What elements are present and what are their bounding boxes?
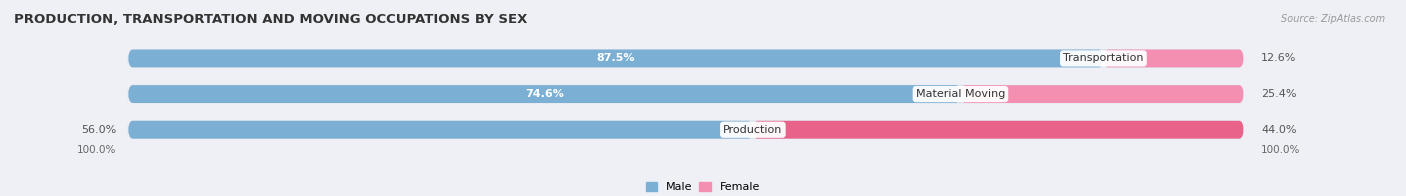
Text: PRODUCTION, TRANSPORTATION AND MOVING OCCUPATIONS BY SEX: PRODUCTION, TRANSPORTATION AND MOVING OC… xyxy=(14,13,527,26)
Text: 25.4%: 25.4% xyxy=(1261,89,1296,99)
Text: 12.6%: 12.6% xyxy=(1261,54,1296,64)
FancyBboxPatch shape xyxy=(752,121,1244,139)
Text: 74.6%: 74.6% xyxy=(524,89,564,99)
FancyBboxPatch shape xyxy=(1104,50,1244,67)
Text: Material Moving: Material Moving xyxy=(915,89,1005,99)
FancyBboxPatch shape xyxy=(128,50,1104,67)
Text: Source: ZipAtlas.com: Source: ZipAtlas.com xyxy=(1281,14,1385,24)
Text: 44.0%: 44.0% xyxy=(1261,125,1296,135)
FancyBboxPatch shape xyxy=(128,49,1244,68)
FancyBboxPatch shape xyxy=(128,121,1244,139)
FancyBboxPatch shape xyxy=(960,85,1244,103)
Legend: Male, Female: Male, Female xyxy=(641,177,765,196)
Text: Transportation: Transportation xyxy=(1063,54,1143,64)
FancyBboxPatch shape xyxy=(128,85,960,103)
Text: 100.0%: 100.0% xyxy=(1261,145,1301,155)
Text: 100.0%: 100.0% xyxy=(77,145,117,155)
Text: 56.0%: 56.0% xyxy=(82,125,117,135)
FancyBboxPatch shape xyxy=(128,121,752,139)
Text: Production: Production xyxy=(723,125,783,135)
FancyBboxPatch shape xyxy=(128,85,1244,103)
Text: 87.5%: 87.5% xyxy=(596,54,636,64)
